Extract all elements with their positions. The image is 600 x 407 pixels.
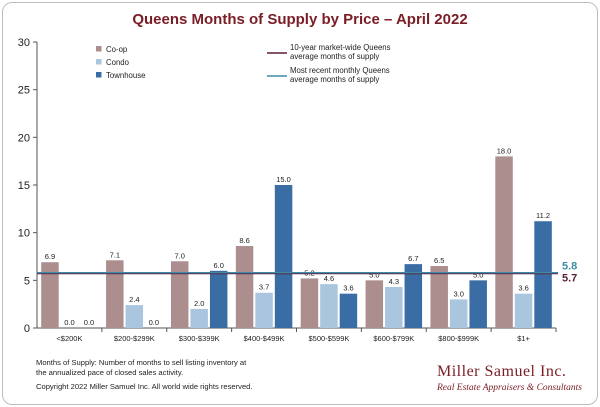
x-tick-label: $200-$299K <box>114 334 155 343</box>
bar-co-op <box>365 280 384 328</box>
y-tick-label: 25 <box>18 85 30 97</box>
bar-condo <box>385 287 403 328</box>
data-label: 0.0 <box>84 318 94 327</box>
legend-label: 10-year market-wide Queens <box>290 43 391 52</box>
data-label: 3.6 <box>343 284 353 293</box>
bar-condo <box>190 308 208 328</box>
bar-condo <box>514 293 533 328</box>
data-label: 3.6 <box>518 284 528 293</box>
data-label: 7.0 <box>174 251 184 260</box>
legend-swatch-condo <box>96 59 102 65</box>
data-label: 4.6 <box>324 274 334 283</box>
bar-co-op <box>106 260 124 328</box>
y-tick-label: 30 <box>18 37 30 49</box>
bar-co-op <box>495 156 513 328</box>
bar-co-op <box>41 262 59 328</box>
y-tick-label: 20 <box>18 132 30 144</box>
x-tick-label: $800-$999K <box>438 334 479 343</box>
bar-townhouse <box>404 264 423 328</box>
footnote-definition: Months of Supply: Number of months to se… <box>36 358 247 367</box>
bar-condo <box>449 299 468 328</box>
y-tick-label: 0 <box>24 323 30 335</box>
bar-townhouse <box>209 270 228 328</box>
data-label: 5.0 <box>473 270 483 279</box>
data-label: 2.4 <box>129 295 139 304</box>
legend-label: Condo <box>106 58 130 67</box>
bar-condo <box>255 292 273 328</box>
footnote-definition-continued: the annualized pace of closed sales acti… <box>36 368 184 377</box>
data-label: 5.0 <box>369 270 379 279</box>
bar-townhouse <box>339 293 358 328</box>
bar-townhouse <box>469 280 487 328</box>
bar-townhouse <box>274 185 293 328</box>
x-tick-label: $1+ <box>517 334 530 343</box>
bar-co-op <box>300 278 319 328</box>
legend-label: Co-op <box>106 45 128 54</box>
x-tick-label: $400-$499K <box>244 334 285 343</box>
data-label: 6.9 <box>45 252 55 261</box>
x-tick-label: $300-$399K <box>179 334 220 343</box>
bar-condo <box>125 305 144 328</box>
data-label: 0.0 <box>64 318 74 327</box>
brand-logo-name: Miller Samuel Inc. <box>437 363 567 380</box>
x-tick-label: $500-$599K <box>309 334 350 343</box>
brand-tagline: Real Estate Appraisers & Consultants <box>437 383 582 393</box>
legend-swatch-co-op <box>96 46 102 52</box>
data-label: 3.7 <box>259 283 269 292</box>
legend-swatch-townhouse <box>96 72 102 78</box>
legend-label: Most recent monthly Queens <box>290 66 390 75</box>
y-tick-label: 10 <box>18 228 30 240</box>
data-label: 8.6 <box>239 236 249 245</box>
bar-co-op <box>430 266 448 328</box>
data-label: 15.0 <box>276 175 291 184</box>
data-label: 7.1 <box>110 250 120 259</box>
x-tick-label: $600-$799K <box>373 334 414 343</box>
legend-label: average months of supply <box>290 52 379 61</box>
bar-townhouse <box>534 221 552 328</box>
data-label: 0.0 <box>149 318 159 327</box>
copyright-notice: Copyright 2022 Miller Samuel Inc. All wo… <box>36 382 253 391</box>
bar-condo <box>320 284 338 328</box>
reference-line-value-label: 5.8 <box>562 261 577 273</box>
reference-line-value-label: 5.7 <box>562 273 577 285</box>
data-label: 3.0 <box>453 289 463 298</box>
legend-label: Townhouse <box>106 71 145 80</box>
data-label: 4.3 <box>389 277 399 286</box>
data-label: 2.0 <box>194 299 204 308</box>
bar-co-op <box>235 246 254 328</box>
data-label: 6.0 <box>213 261 223 270</box>
y-tick-label: 5 <box>24 275 30 287</box>
chart-title: Queens Months of Supply by Price – April… <box>132 11 467 28</box>
data-label: 18.0 <box>497 146 512 155</box>
data-label: 6.7 <box>408 254 418 263</box>
y-tick-label: 15 <box>18 180 30 192</box>
data-label: 11.2 <box>536 211 550 220</box>
x-tick-label: <$200K <box>56 334 82 343</box>
legend-label: average months of supply <box>290 75 379 84</box>
data-label: 6.5 <box>434 256 444 265</box>
bar-co-op <box>170 261 189 328</box>
